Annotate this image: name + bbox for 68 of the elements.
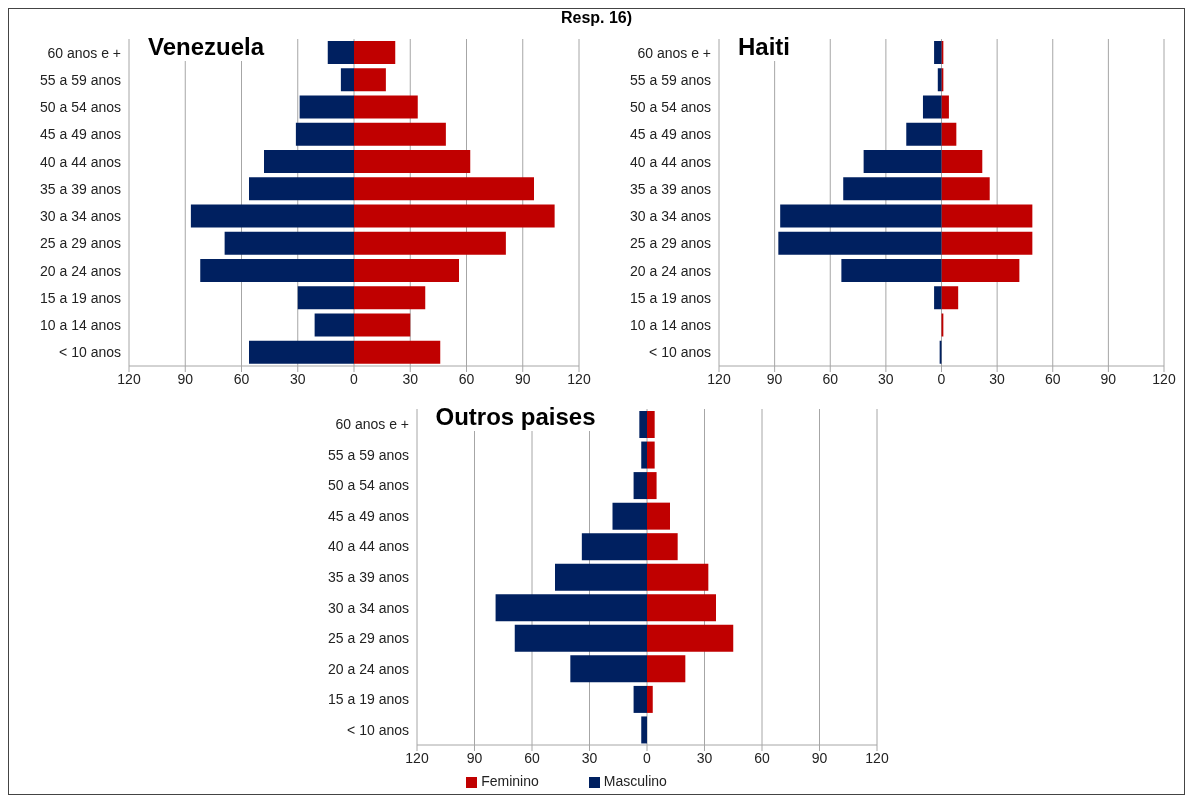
x-tick-label: 30 — [402, 370, 419, 387]
x-tick-label: 90 — [1100, 370, 1117, 387]
x-tick-label: 120 — [864, 749, 889, 766]
x-tick-label: 120 — [567, 370, 591, 387]
x-tick-label: 60 — [458, 370, 475, 387]
x-tick-label: 60 — [822, 370, 839, 387]
y-tick-label: < 10 anos — [649, 344, 711, 361]
x-tick-label: 60 — [523, 749, 540, 766]
y-tick-label: 45 a 49 anos — [40, 126, 121, 143]
x-tick-label: 30 — [696, 749, 712, 766]
x-tick-label: 60 — [233, 370, 250, 387]
x-tick-label: 30 — [289, 370, 306, 387]
x-tick-label: 60 — [753, 749, 770, 766]
y-tick-label: 15 a 19 anos — [327, 691, 409, 708]
x-tick-label: 30 — [989, 370, 1006, 387]
x-tick-label: 90 — [466, 749, 482, 766]
y-tick-label: 60 anos e + — [47, 44, 121, 61]
chart-title: Venezuela — [144, 33, 269, 61]
x-tick-label: 30 — [878, 370, 894, 387]
legend-label: Masculino — [603, 773, 667, 789]
y-tick-label: 40 a 44 anos — [630, 153, 711, 170]
y-tick-label: 35 a 39 anos — [40, 180, 121, 197]
y-tick-label: 50 a 54 anos — [630, 99, 711, 116]
x-tick-label: 90 — [177, 370, 194, 387]
y-tick-label: 35 a 39 anos — [630, 180, 711, 197]
chart-title: Outros paises — [431, 403, 600, 431]
y-tick-label: 40 a 44 anos — [327, 538, 409, 555]
x-tick-label: 90 — [766, 370, 783, 387]
y-tick-label: 50 a 54 anos — [327, 477, 409, 494]
y-tick-label: 10 a 14 anos — [40, 317, 121, 334]
y-tick-label: 45 a 49 anos — [630, 126, 711, 143]
x-tick-label: 120 — [117, 370, 141, 387]
x-tick-label: 120 — [404, 749, 429, 766]
x-tick-label: 90 — [811, 749, 827, 766]
y-tick-label: 40 a 44 anos — [40, 153, 121, 170]
y-tick-label: 20 a 24 anos — [40, 262, 121, 279]
x-tick-label: 60 — [1044, 370, 1061, 387]
y-tick-label: 55 a 59 anos — [327, 446, 409, 463]
y-tick-label: 60 anos e + — [637, 44, 711, 61]
y-tick-label: 30 a 34 anos — [630, 208, 711, 225]
y-tick-label: 25 a 29 anos — [630, 235, 711, 252]
text: Resp. 16) — [559, 9, 634, 28]
y-tick-label: 25 a 29 anos — [40, 235, 121, 252]
x-tick-label: 120 — [1152, 370, 1176, 387]
y-tick-label: 30 a 34 anos — [327, 599, 409, 616]
x-tick-label: 0 — [350, 370, 359, 387]
y-tick-label: 20 a 24 anos — [327, 660, 409, 677]
x-tick-label: 0 — [937, 370, 946, 387]
y-tick-label: 60 anos e + — [334, 416, 409, 433]
y-tick-label: 15 a 19 anos — [40, 289, 121, 306]
y-tick-label: 25 a 29 anos — [327, 630, 409, 647]
y-tick-label: 55 a 59 anos — [40, 71, 121, 88]
y-tick-label: 10 a 14 anos — [630, 317, 711, 334]
y-tick-label: 55 a 59 anos — [630, 71, 711, 88]
y-tick-label: 20 a 24 anos — [630, 262, 711, 279]
x-tick-label: 0 — [642, 749, 651, 766]
y-tick-label: < 10 anos — [346, 721, 409, 738]
y-tick-label: 35 a 39 anos — [327, 568, 409, 585]
y-tick-label: 30 a 34 anos — [40, 208, 121, 225]
y-tick-label: 45 a 49 anos — [327, 507, 409, 524]
y-tick-label: < 10 anos — [59, 344, 121, 361]
x-tick-label: 120 — [707, 370, 731, 387]
legend-label: Feminino — [481, 773, 539, 789]
x-tick-label: 90 — [514, 370, 531, 387]
x-tick-label: 30 — [581, 749, 597, 766]
y-tick-label: 15 a 19 anos — [630, 289, 711, 306]
y-tick-label: 50 a 54 anos — [40, 99, 121, 116]
chart-title: Haiti — [734, 33, 795, 61]
